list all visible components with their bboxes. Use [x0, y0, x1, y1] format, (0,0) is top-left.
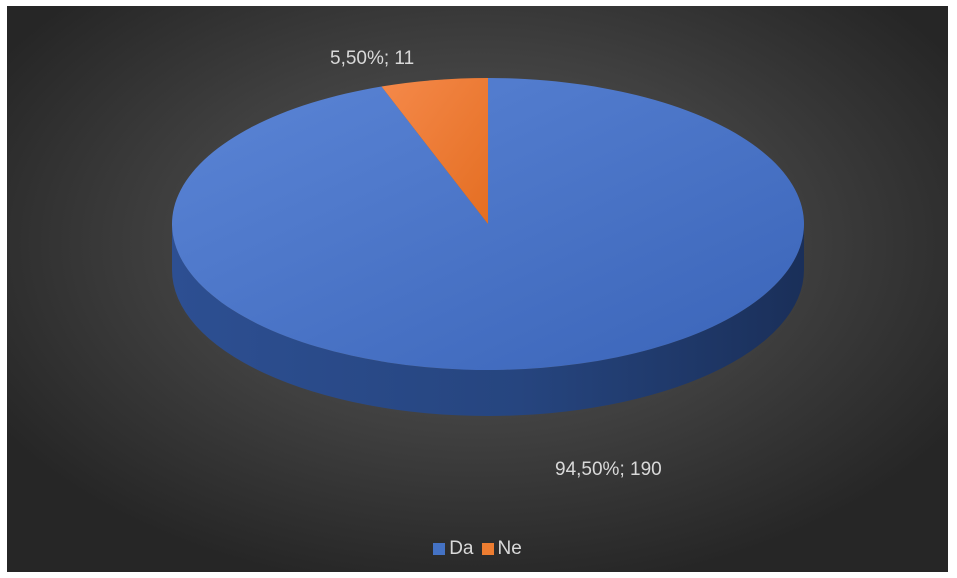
pie-slice-ne: [381, 78, 488, 224]
chart-area: 94,50%; 190 5,50%; 11 Da Ne: [7, 6, 948, 572]
legend-label-da: Da: [449, 538, 474, 559]
legend-entry-ne: Ne: [481, 538, 522, 560]
data-label-da: 94,50%; 190: [555, 459, 662, 480]
legend-swatch-da: [433, 543, 446, 555]
legend-label-ne: Ne: [497, 538, 522, 559]
pie-chart: 94,50%; 190 5,50%; 11: [172, 48, 805, 480]
pie-side-da: [172, 224, 804, 416]
legend-entry-da: Da: [433, 538, 474, 560]
data-label-ne: 5,50%; 11: [330, 48, 414, 69]
legend-swatch-ne: [481, 543, 494, 555]
legend: Da Ne: [7, 538, 948, 560]
